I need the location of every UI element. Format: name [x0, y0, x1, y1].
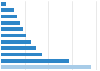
Bar: [1, 2, 6, 6]
Bar: [1, 53, 42, 56]
Bar: [1, 46, 36, 50]
Bar: [1, 59, 69, 63]
Bar: [1, 21, 20, 25]
Bar: [1, 8, 14, 12]
Bar: [1, 27, 23, 31]
Bar: [1, 40, 31, 44]
Bar: [1, 15, 17, 18]
Bar: [1, 34, 26, 37]
Bar: [1, 65, 91, 69]
